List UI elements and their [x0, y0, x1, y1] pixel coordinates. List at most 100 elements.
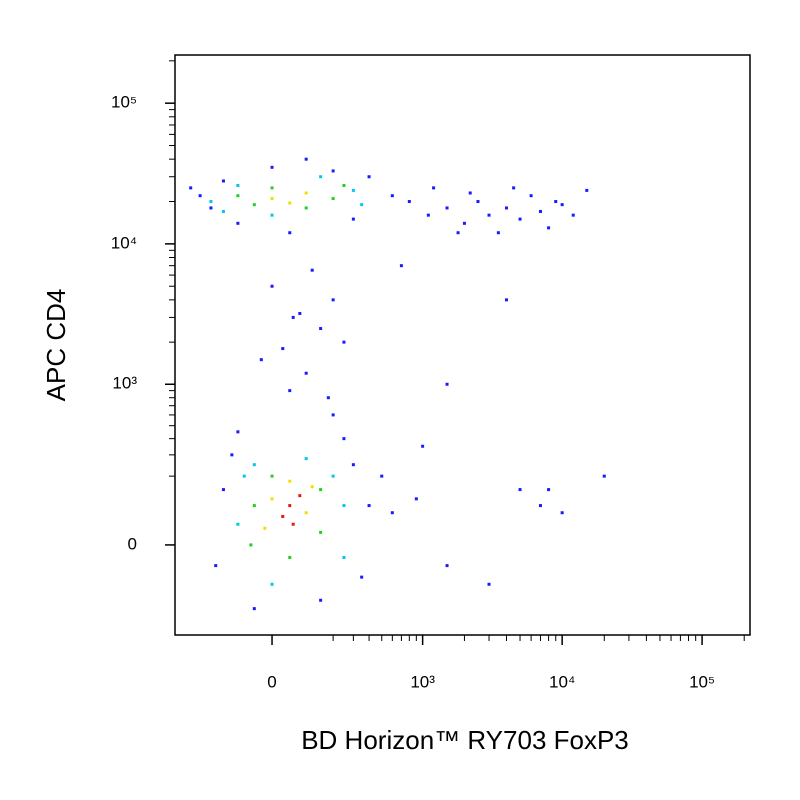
data-point [445, 382, 449, 386]
data-point [298, 311, 302, 315]
data-point [270, 474, 274, 478]
y-tick-label: 0 [128, 534, 137, 553]
data-point [414, 497, 418, 501]
x-tick-label: 10³ [410, 672, 435, 691]
data-point [496, 231, 500, 235]
data-point [230, 453, 234, 457]
data-point [342, 504, 346, 508]
data-point [291, 522, 295, 526]
data-point [407, 200, 411, 204]
data-point [487, 582, 491, 586]
data-point [252, 607, 256, 611]
data-point [390, 194, 394, 198]
data-point [367, 175, 371, 179]
data-point [310, 485, 314, 489]
data-point [360, 203, 364, 207]
data-point [518, 488, 522, 492]
data-point [304, 157, 308, 161]
data-point [209, 206, 213, 210]
data-point [342, 555, 346, 559]
data-point [560, 203, 564, 207]
data-point [560, 511, 564, 515]
data-point [547, 226, 551, 230]
data-point [380, 474, 384, 478]
data-point [252, 463, 256, 467]
data-point [298, 494, 302, 498]
data-point [304, 371, 308, 375]
data-point [326, 396, 330, 400]
x-tick-label: 10⁵ [689, 672, 715, 691]
data-point [504, 206, 508, 210]
data-point [319, 598, 323, 602]
data-point [270, 284, 274, 288]
data-point [288, 504, 292, 508]
data-point [331, 169, 335, 173]
data-point [259, 358, 263, 362]
data-point [291, 315, 295, 319]
data-point [342, 340, 346, 344]
data-point [252, 504, 256, 508]
data-point [319, 327, 323, 331]
data-point [236, 522, 240, 526]
data-point [198, 194, 202, 198]
data-point [304, 206, 308, 210]
data-point [331, 298, 335, 302]
data-point [468, 191, 472, 195]
data-point [331, 474, 335, 478]
data-point [462, 221, 466, 225]
data-point [538, 209, 542, 213]
data-point [242, 474, 246, 478]
y-tick-label: 10³ [112, 374, 137, 393]
data-point [288, 555, 292, 559]
data-point [270, 213, 274, 217]
data-point [504, 298, 508, 302]
x-axis-label: BD Horizon™ RY703 FoxP3 [301, 725, 629, 755]
data-point [189, 186, 193, 190]
data-point [263, 526, 267, 530]
data-point [236, 430, 240, 434]
data-point [421, 444, 425, 448]
data-point [445, 206, 449, 210]
data-point [281, 514, 285, 518]
data-point [304, 511, 308, 515]
data-point [288, 479, 292, 483]
y-tick-label: 10⁵ [111, 93, 137, 112]
data-point [351, 463, 355, 467]
data-point [512, 186, 516, 190]
data-point [288, 389, 292, 393]
x-tick-label: 0 [267, 672, 276, 691]
data-point [399, 264, 403, 268]
data-point [270, 165, 274, 169]
data-point [270, 197, 274, 201]
data-point [319, 175, 323, 179]
data-point [252, 203, 256, 207]
y-axis-label: APC CD4 [41, 289, 71, 402]
data-point [304, 457, 308, 461]
data-point [342, 183, 346, 187]
data-point [390, 511, 394, 515]
data-point [221, 179, 225, 183]
data-point [367, 504, 371, 508]
data-point [331, 197, 335, 201]
data-point [304, 191, 308, 195]
data-point [602, 474, 606, 478]
data-point [288, 231, 292, 235]
data-point [236, 183, 240, 187]
x-tick-label: 10⁴ [549, 672, 575, 691]
data-point [547, 488, 551, 492]
data-point [445, 564, 449, 568]
data-point [270, 582, 274, 586]
data-point [236, 194, 240, 198]
data-point [310, 268, 314, 272]
y-tick-label: 10⁴ [111, 233, 137, 252]
data-point [270, 186, 274, 190]
data-point [351, 217, 355, 221]
data-point [236, 221, 240, 225]
data-point [360, 575, 364, 579]
data-point [487, 213, 491, 217]
data-point [331, 413, 335, 417]
data-point [281, 347, 285, 351]
data-point [249, 543, 253, 547]
data-point [554, 200, 558, 204]
